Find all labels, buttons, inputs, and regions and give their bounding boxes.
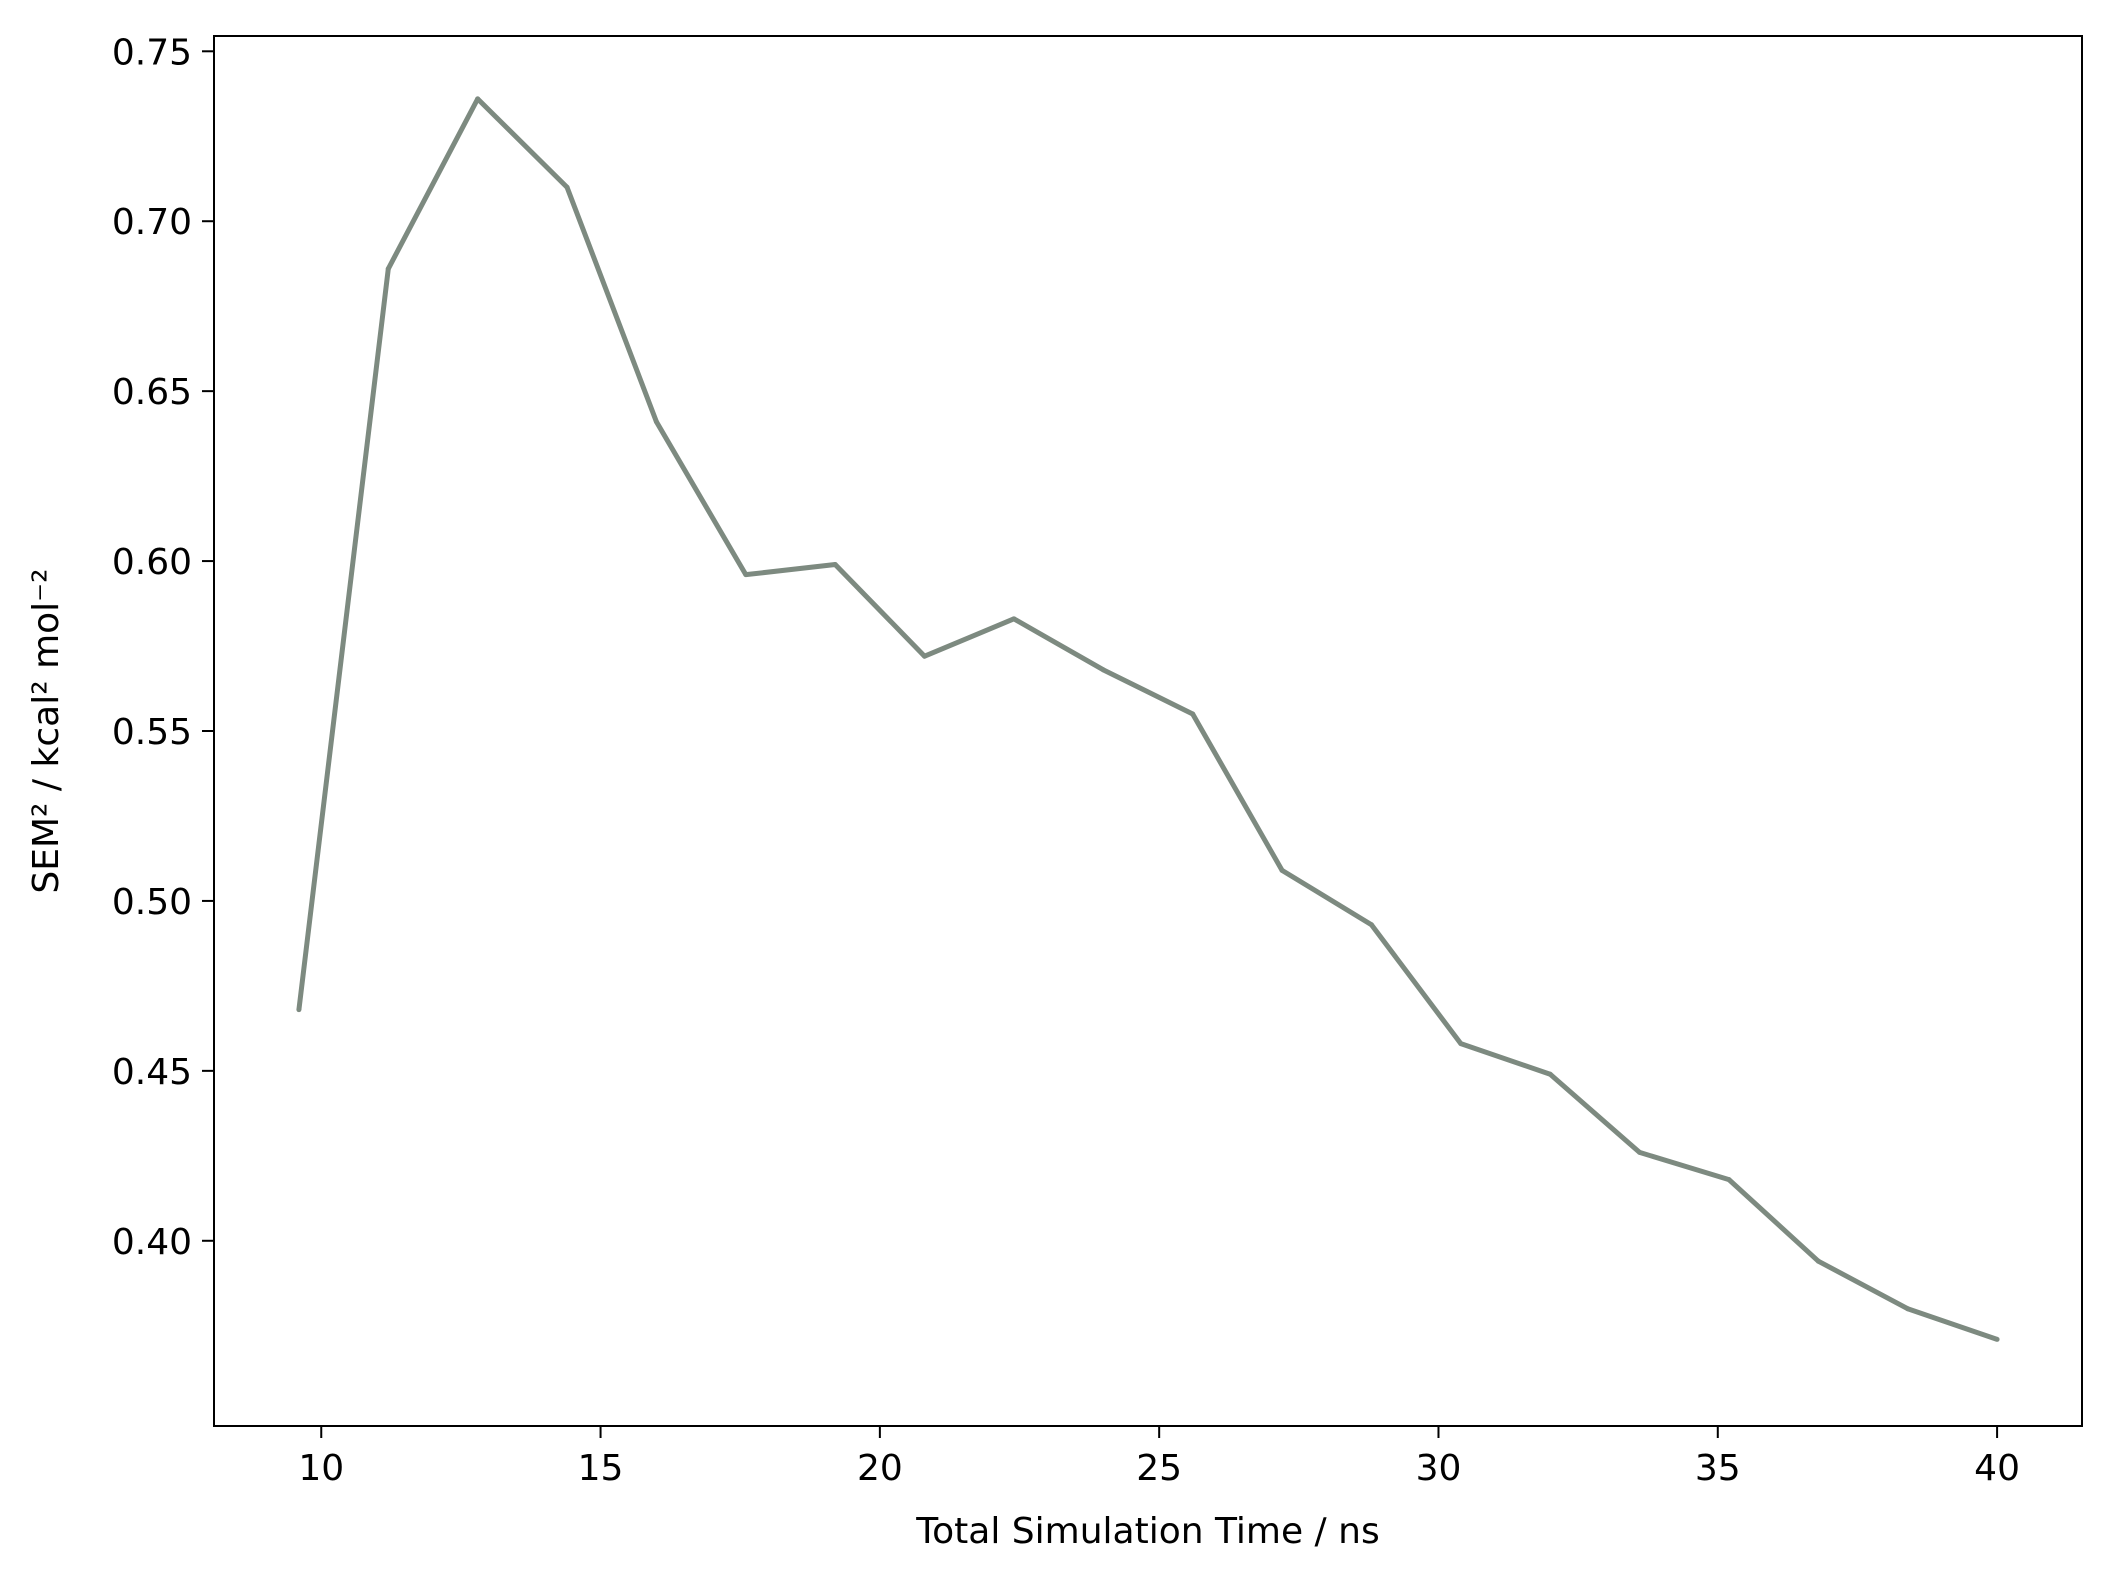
x-axis-ticks: 10 15 20 25 30 35 40 <box>298 1426 2020 1489</box>
data-point <box>743 572 749 578</box>
y-tick-label: 0.40 <box>112 1222 192 1263</box>
x-tick-label: 40 <box>1974 1448 2020 1489</box>
data-point <box>385 266 391 272</box>
y-tick-label: 0.65 <box>112 372 192 413</box>
x-tick-label: 25 <box>1136 1448 1182 1489</box>
data-point <box>296 1007 302 1013</box>
data-point <box>653 419 659 425</box>
y-tick-label: 0.70 <box>112 202 192 243</box>
data-point <box>564 184 570 190</box>
series-line-0 <box>296 96 1998 1342</box>
data-point <box>1100 667 1106 673</box>
x-tick-label: 10 <box>298 1448 344 1489</box>
series-layer <box>296 96 2000 1342</box>
data-point <box>832 561 838 567</box>
data-point <box>1994 1336 2000 1342</box>
y-tick-label: 0.75 <box>112 32 192 73</box>
y-tick-label: 0.60 <box>112 542 192 583</box>
x-tick-label: 35 <box>1695 1448 1741 1489</box>
x-axis-label: Total Simulation Time / ns <box>915 1511 1379 1552</box>
data-point <box>1458 1041 1464 1047</box>
data-point <box>1368 922 1374 928</box>
data-point <box>475 96 481 102</box>
data-point <box>1279 867 1285 873</box>
x-tick-label: 30 <box>1416 1448 1462 1489</box>
plot-area <box>214 36 2082 1426</box>
data-point <box>1637 1149 1643 1155</box>
y-tick-label: 0.50 <box>112 882 192 923</box>
y-axis-ticks: 0.40 0.45 0.50 0.55 0.60 0.65 0.70 0.75 <box>112 32 214 1263</box>
y-tick-label: 0.45 <box>112 1052 192 1093</box>
data-point <box>1011 616 1017 622</box>
data-point <box>1190 711 1196 717</box>
x-tick-label: 20 <box>857 1448 903 1489</box>
y-axis-label: SEM² / kcal² mol⁻² <box>26 568 67 893</box>
data-point <box>1905 1306 1911 1312</box>
data-point <box>922 653 928 659</box>
y-tick-label: 0.55 <box>112 712 192 753</box>
x-tick-label: 15 <box>578 1448 624 1489</box>
data-point <box>1726 1177 1732 1183</box>
data-point <box>1815 1258 1821 1264</box>
data-point <box>1547 1071 1553 1077</box>
